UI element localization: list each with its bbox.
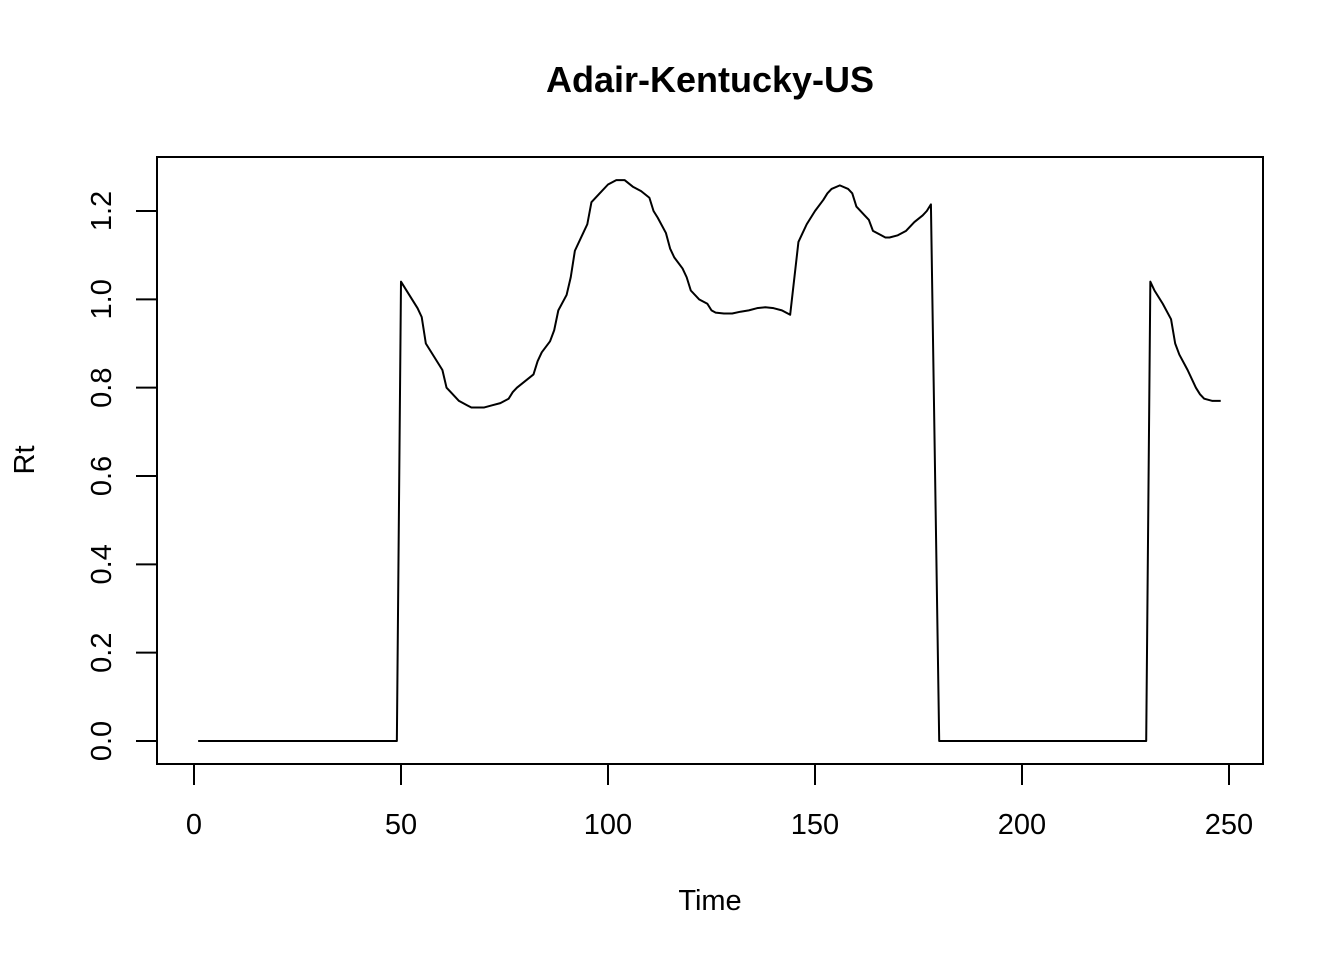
y-axis: 0.0 0.2 0.4 0.6 0.8 1.0 1.2 <box>86 191 158 761</box>
x-tick-label: 50 <box>385 809 417 841</box>
x-tick-label: 100 <box>584 809 632 841</box>
y-tick-label: 0.2 <box>86 633 118 673</box>
y-tick-label: 1.2 <box>86 191 118 231</box>
plot-box <box>156 156 1264 765</box>
series-line-rt <box>198 179 1221 742</box>
x-axis: 0 50 100 150 200 250 <box>186 763 1253 841</box>
y-tick-label: 0.8 <box>86 368 118 408</box>
y-tick-label: 0.6 <box>86 456 118 496</box>
x-tick-label: 150 <box>791 809 839 841</box>
chart-title: Adair-Kentucky-US <box>546 59 874 100</box>
y-tick-label: 0.0 <box>86 721 118 761</box>
x-tick-label: 0 <box>186 809 202 841</box>
y-tick-label: 1.0 <box>86 279 118 319</box>
y-tick-label: 0.4 <box>86 544 118 584</box>
y-axis-label: Rt <box>9 446 41 475</box>
x-axis-label: Time <box>678 885 741 917</box>
x-tick-label: 250 <box>1205 809 1253 841</box>
x-tick-label: 200 <box>998 809 1046 841</box>
